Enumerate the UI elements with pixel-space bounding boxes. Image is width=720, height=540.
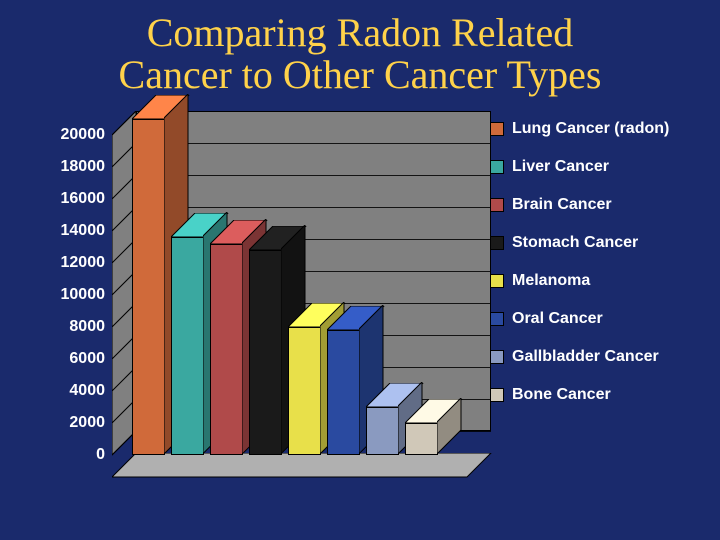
chart-floor [112,453,491,479]
legend-item: Gallbladder Cancer [490,348,710,366]
chart-bars [112,135,467,455]
legend-item: Liver Cancer [490,158,710,176]
y-tick-label: 14000 [45,222,105,240]
legend-label: Brain Cancer [512,196,612,214]
legend-swatch [490,274,504,288]
legend-item: Oral Cancer [490,310,710,328]
title-line-1: Comparing Radon Related [147,10,574,55]
bar-front [171,237,204,455]
legend-item: Brain Cancer [490,196,710,214]
legend-item: Stomach Cancer [490,234,710,252]
y-tick-label: 0 [45,446,105,464]
bar-front [132,119,165,455]
bar [405,399,462,455]
legend-swatch [490,388,504,402]
chart-plot-area: 0200040006000800010000120001400016000180… [112,135,467,455]
legend-swatch [490,160,504,174]
bar-front [405,423,438,455]
legend-item: Melanoma [490,272,710,290]
legend-label: Stomach Cancer [512,234,638,252]
legend-label: Bone Cancer [512,386,611,404]
legend-label: Melanoma [512,272,590,290]
y-tick-label: 18000 [45,158,105,176]
legend-swatch [490,198,504,212]
slide: Comparing Radon Related Cancer to Other … [0,0,720,540]
y-tick-label: 8000 [45,318,105,336]
legend-label: Gallbladder Cancer [512,348,659,366]
slide-title: Comparing Radon Related Cancer to Other … [0,12,720,96]
bar-front [249,250,282,455]
chart-legend: Lung Cancer (radon) Liver Cancer Brain Can… [490,120,710,424]
bar-front [210,244,243,455]
bar-front [366,407,399,455]
legend-swatch [490,312,504,326]
y-tick-label: 6000 [45,350,105,368]
legend-swatch [490,122,504,136]
legend-item: Lung Cancer (radon) [490,120,710,138]
bar-front [327,330,360,455]
y-tick-label: 12000 [45,254,105,272]
y-tick-label: 4000 [45,382,105,400]
legend-swatch [490,350,504,364]
bar-side [437,398,462,455]
y-tick-label: 20000 [45,126,105,144]
legend-label: Oral Cancer [512,310,603,328]
y-tick-label: 16000 [45,190,105,208]
bar-front [288,327,321,455]
legend-swatch [490,236,504,250]
legend-label: Lung Cancer (radon) [512,120,669,138]
y-tick-label: 2000 [45,414,105,432]
legend-label: Liver Cancer [512,158,609,176]
y-tick-label: 10000 [45,286,105,304]
legend-item: Bone Cancer [490,386,710,404]
title-line-2: Cancer to Other Cancer Types [119,52,602,97]
